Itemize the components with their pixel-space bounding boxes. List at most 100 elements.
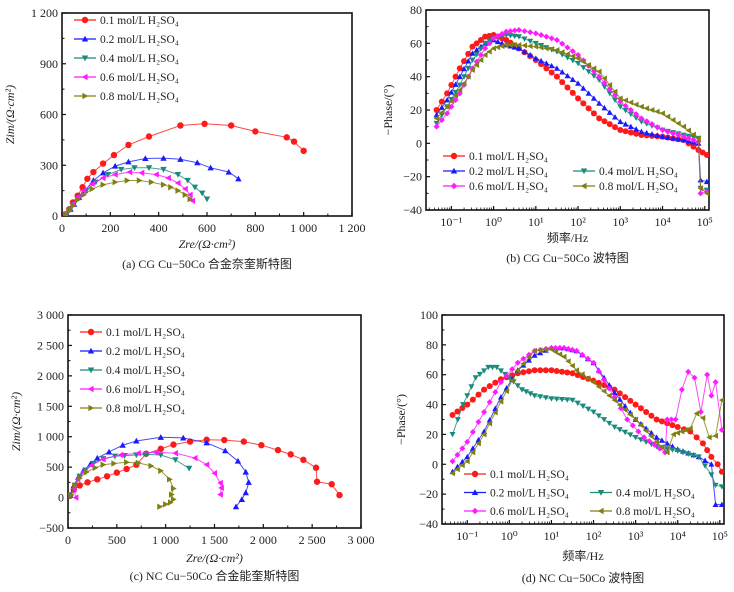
data-point — [521, 42, 527, 49]
data-point — [559, 79, 566, 86]
data-point — [336, 491, 343, 499]
legend-item: 0.8 mol/L H₂SO₄ — [573, 181, 678, 193]
data-point — [481, 431, 487, 438]
data-point — [469, 50, 476, 56]
legend-item: 0.1 mol/L H₂SO₄ — [464, 469, 569, 481]
data-point — [559, 40, 566, 47]
data-point — [564, 51, 570, 58]
data-point — [112, 178, 119, 186]
legend: 0.1 mol/L H₂SO₄ 0.2 mol/L H₂SO₄ 0.4 mol/L … — [464, 469, 695, 518]
legend-marker — [450, 167, 458, 174]
data-point — [601, 75, 607, 82]
panel-caption: (d) NC Cu−50Co 波特图 — [522, 570, 644, 585]
x-tick-label: 10⁻¹ — [456, 529, 478, 543]
data-point — [585, 62, 592, 68]
data-point — [452, 81, 459, 87]
data-point — [486, 383, 493, 390]
data-point — [648, 433, 654, 440]
data-point — [72, 482, 79, 489]
data-point — [624, 416, 631, 423]
data-point — [198, 190, 206, 197]
data-point — [573, 347, 580, 354]
data-point — [680, 133, 687, 140]
series-0-1 — [68, 436, 343, 499]
data-point — [80, 187, 87, 194]
data-point — [559, 49, 565, 56]
legend-item: 0.6 mol/L H₂SO₄ — [443, 181, 548, 193]
data-point — [606, 109, 613, 115]
y-tick-label: 40 — [426, 398, 438, 412]
x-tick-label: 3 000 — [348, 533, 375, 547]
legend-item: 0.6 mol/L H₂SO₄ — [464, 506, 569, 518]
legend-label: 0.1 mol/L H₂SO₄ — [100, 15, 179, 27]
data-point — [242, 468, 249, 475]
data-point — [452, 89, 459, 96]
data-point — [172, 449, 178, 457]
data-point — [617, 95, 623, 102]
data-point — [465, 58, 472, 64]
series-0-4 — [63, 165, 211, 216]
data-point — [469, 428, 476, 435]
data-point — [520, 355, 527, 362]
data-point — [113, 469, 121, 476]
data-point — [476, 371, 483, 378]
data-point — [699, 440, 706, 447]
y-axis-title: −Phase/(°) — [381, 85, 395, 136]
data-point — [643, 427, 649, 434]
legend-marker — [597, 489, 605, 496]
data-point — [548, 367, 555, 374]
data-point — [177, 156, 184, 162]
data-point — [454, 466, 460, 473]
y-tick-label: 1 200 — [31, 6, 58, 20]
data-point — [492, 409, 498, 416]
data-point — [438, 98, 445, 105]
data-point — [611, 424, 618, 430]
data-point — [481, 409, 488, 416]
x-tick-label: 200 — [101, 221, 119, 235]
data-point — [145, 165, 153, 171]
data-point — [448, 98, 454, 105]
data-point — [119, 442, 126, 448]
x-tick-label: 2 500 — [299, 533, 326, 547]
data-point — [461, 80, 467, 87]
data-point — [704, 371, 711, 378]
data-point — [703, 152, 709, 158]
data-point — [464, 401, 471, 408]
x-tick-label: 10³ — [628, 529, 644, 543]
data-point — [590, 95, 597, 101]
data-point — [680, 123, 687, 130]
data-point — [675, 136, 682, 142]
legend-label: 0.6 mol/L H₂SO₄ — [490, 506, 569, 518]
data-point — [312, 464, 320, 471]
x-axis-title: 频率/Hz — [562, 548, 603, 563]
data-point — [548, 69, 555, 76]
data-point — [90, 168, 97, 176]
data-point — [438, 109, 445, 116]
data-point — [596, 115, 603, 122]
legend-marker — [471, 507, 479, 515]
data-point — [153, 171, 159, 178]
data-point — [473, 47, 480, 53]
data-point — [543, 33, 550, 40]
legend-marker — [81, 73, 88, 81]
series-line — [452, 347, 723, 462]
data-point — [596, 68, 602, 75]
x-axis-title: Zre/(Ω·cm²) — [179, 237, 236, 251]
data-point — [668, 416, 675, 423]
legend-marker — [81, 35, 89, 42]
data-point — [638, 115, 645, 122]
data-point — [503, 28, 510, 35]
data-point — [111, 171, 118, 178]
data-point — [585, 406, 592, 413]
data-point — [492, 379, 499, 386]
data-point — [564, 369, 571, 376]
data-point — [643, 129, 650, 136]
data-point — [511, 33, 518, 40]
data-point — [622, 102, 629, 109]
data-point — [538, 32, 545, 38]
y-tick-label: 60 — [410, 36, 422, 50]
chart-panel-b: −40 −20 0 20 40 60 80 10⁻¹ 10⁰ 10¹ 10² 10³ 10⁴ 10⁵ 频率/… — [381, 3, 713, 265]
data-point — [574, 400, 581, 407]
data-point — [456, 82, 463, 88]
data-point — [627, 397, 634, 404]
